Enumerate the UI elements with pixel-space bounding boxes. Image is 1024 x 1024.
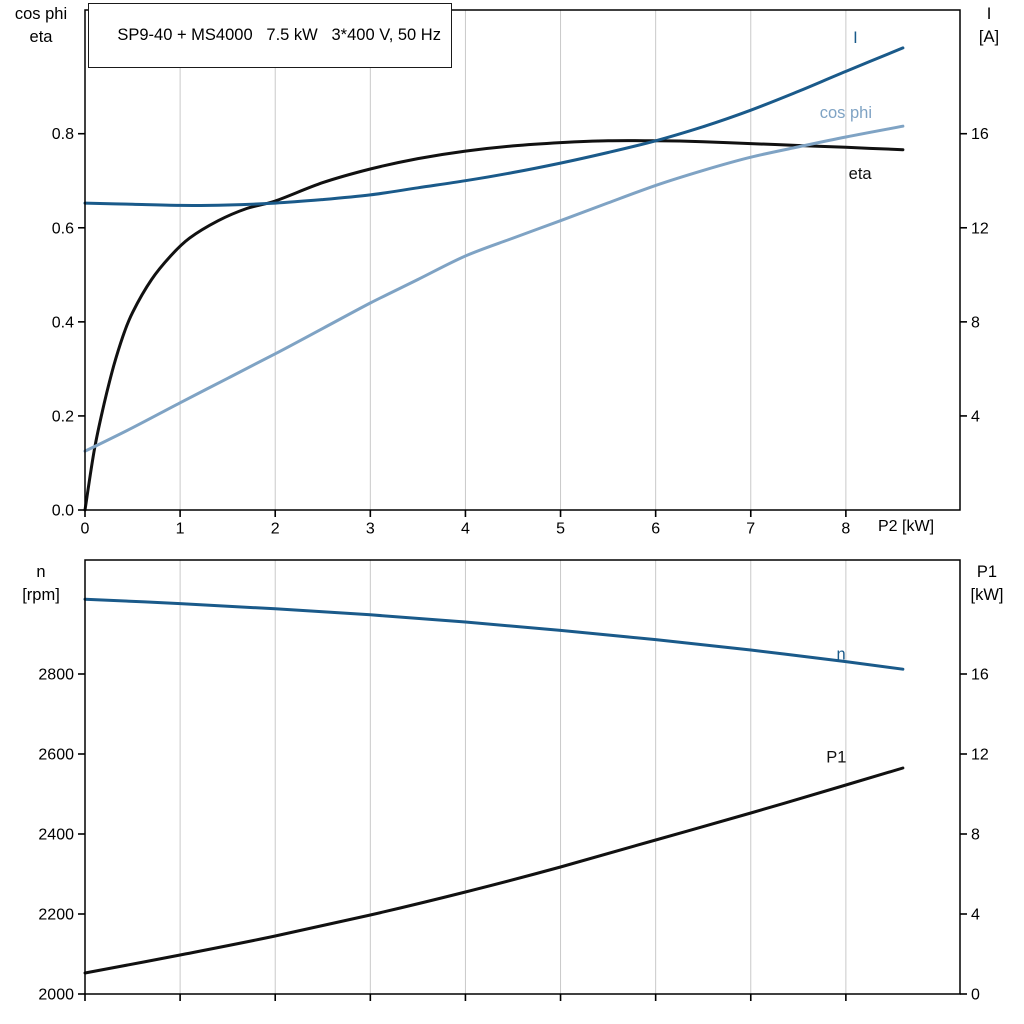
- curve-label-I: I: [853, 29, 858, 47]
- axis-title-line: I: [986, 5, 992, 23]
- x-tick-label: 3: [366, 521, 375, 538]
- x-tick-label: 2: [271, 521, 280, 538]
- x-tick-label: 0: [81, 521, 90, 538]
- axis-title-line: P1: [976, 563, 998, 581]
- bottom-chart-left-axis-title: n [rpm]: [0, 561, 82, 607]
- right-tick-label: 4: [971, 907, 980, 924]
- axis-title-line: cos phi: [14, 5, 68, 23]
- left-tick-label: 2400: [38, 827, 74, 844]
- x-tick-label: 6: [651, 521, 660, 538]
- axis-title-line: [rpm]: [22, 586, 60, 604]
- x-axis-label: P2 [kW]: [878, 518, 935, 535]
- right-tick-label: 16: [971, 667, 989, 684]
- x-tick-label: 1: [176, 521, 185, 538]
- right-tick-label: 8: [971, 827, 980, 844]
- left-tick-label: 0.4: [52, 314, 74, 331]
- curve-label-cos phi: cos phi: [820, 104, 872, 122]
- top-chart-right-axis-title: I [A]: [958, 3, 1020, 49]
- x-tick-label: 7: [746, 521, 755, 538]
- axis-title-line: n: [36, 563, 46, 581]
- curve-I: [83, 46, 905, 207]
- axis-title-line: eta: [29, 28, 53, 46]
- left-tick-label: 0.8: [52, 126, 74, 143]
- plot-border: [84, 559, 961, 995]
- left-tick-label: 2000: [38, 987, 74, 1004]
- right-tick-label: 16: [971, 126, 989, 143]
- curve-P1: [83, 766, 905, 975]
- x-tick-label: 4: [461, 521, 470, 538]
- left-tick-label: 2800: [38, 667, 74, 684]
- left-tick-label: 2600: [38, 747, 74, 764]
- left-tick-label: 0.0: [52, 503, 74, 520]
- left-tick-label: 0.6: [52, 220, 74, 237]
- top-chart-left-axis-title: cos phi eta: [0, 3, 82, 49]
- left-tick-label: 0.2: [52, 408, 74, 425]
- plot-border: [84, 9, 961, 511]
- axis-title-line: [A]: [978, 28, 1000, 46]
- x-tick-label: 5: [556, 521, 565, 538]
- curve-cos phi: [83, 124, 905, 453]
- curve-label-n: n: [837, 646, 846, 664]
- right-tick-label: 0: [971, 987, 980, 1004]
- axis-title-line: [kW]: [970, 586, 1004, 604]
- curve-n: [83, 597, 905, 671]
- curve-label-P1: P1: [826, 749, 846, 767]
- right-tick-label: 12: [971, 747, 989, 764]
- curve-eta: [83, 139, 905, 512]
- right-tick-label: 4: [971, 408, 980, 425]
- chart-title-box: SP9-40 + MS4000 7.5 kW 3*400 V, 50 Hz: [88, 3, 452, 68]
- x-tick-label: 8: [841, 521, 850, 538]
- chart-title: SP9-40 + MS4000 7.5 kW 3*400 V, 50 Hz: [117, 26, 441, 44]
- left-tick-label: 2200: [38, 907, 74, 924]
- right-tick-label: 12: [971, 220, 989, 237]
- right-tick-label: 8: [971, 314, 980, 331]
- bottom-chart-right-axis-title: P1 [kW]: [954, 561, 1020, 607]
- curve-label-eta: eta: [849, 165, 873, 183]
